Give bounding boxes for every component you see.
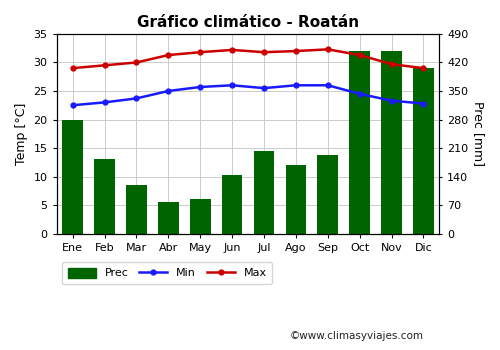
Bar [254, 151, 274, 233]
Bar [94, 160, 115, 233]
Bar [158, 202, 178, 233]
Bar [381, 51, 402, 233]
Bar [190, 199, 210, 233]
Legend: Prec, Min, Max: Prec, Min, Max [62, 262, 272, 284]
Bar [318, 155, 338, 233]
Text: ©www.climasyviajes.com: ©www.climasyviajes.com [290, 331, 424, 341]
Y-axis label: Temp [°C]: Temp [°C] [15, 103, 28, 165]
Y-axis label: Prec [mm]: Prec [mm] [472, 101, 485, 166]
Bar [350, 51, 370, 233]
Title: Gráfico climático - Roatán: Gráfico climático - Roatán [137, 15, 359, 30]
Bar [126, 185, 147, 233]
Bar [286, 165, 306, 233]
Bar [413, 68, 434, 233]
Bar [62, 119, 83, 233]
Bar [222, 175, 242, 233]
